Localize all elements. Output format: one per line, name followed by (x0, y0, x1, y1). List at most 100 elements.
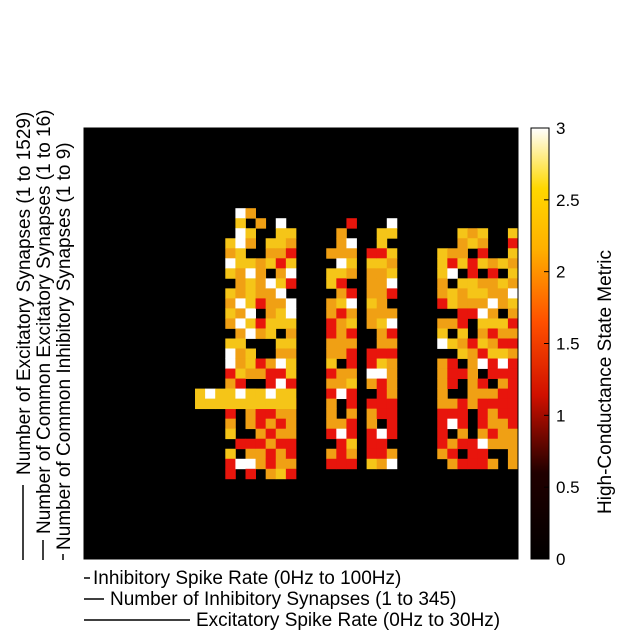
heatmap-cell (507, 308, 519, 319)
heatmap-cell (507, 418, 519, 430)
heatmap-cell (366, 348, 378, 359)
heatmap-cell (265, 428, 277, 440)
heatmap-cell (285, 428, 297, 440)
heatmap-cell (235, 228, 246, 239)
heatmap-cell (376, 378, 388, 389)
heatmap-cell (437, 448, 448, 460)
heatmap-cell (437, 258, 448, 269)
heatmap-cell (225, 318, 236, 329)
heatmap-cell (497, 318, 509, 329)
heatmap-cell (376, 368, 388, 379)
heatmap-cell (497, 298, 509, 309)
y-axis-label-3: Number of Common Inhibitory Synapses (1 … (54, 142, 75, 550)
heatmap-cell (386, 388, 398, 400)
heatmap-cell (437, 418, 448, 430)
heatmap-cell (225, 408, 236, 420)
heatmap-cell (346, 348, 357, 359)
heatmap-cell (507, 428, 519, 440)
heatmap-cell (467, 238, 479, 249)
heatmap-cell (477, 308, 489, 319)
heatmap-cell (376, 248, 388, 259)
heatmap-cell (437, 428, 448, 440)
heatmap-cell (225, 398, 236, 410)
heatmap-cell (255, 298, 267, 309)
heatmap-cell (467, 348, 479, 359)
heatmap-cell (245, 448, 256, 460)
heatmap-cell (275, 218, 287, 229)
heatmap-cell (255, 418, 267, 430)
heatmap-cell (265, 378, 277, 389)
heatmap-cell (235, 238, 246, 249)
heatmap-cell (336, 428, 347, 440)
heatmap-cell (386, 278, 398, 289)
heatmap-cell (285, 458, 297, 470)
heatmap-cell (457, 278, 468, 289)
heatmap-cell (386, 228, 398, 239)
heatmap-cell (386, 338, 398, 349)
heatmap-cell (507, 248, 519, 259)
heatmap-cell (487, 408, 499, 420)
heatmap-cell (386, 358, 398, 369)
heatmap-cell (235, 218, 246, 229)
colorbar-label: High-Conductance State Metric (595, 250, 616, 514)
heatmap-cell (507, 258, 519, 269)
heatmap-cell (346, 298, 357, 309)
heatmap-cell (457, 288, 468, 299)
heatmap-cell (386, 258, 398, 269)
heatmap-cell (457, 368, 468, 379)
heatmap-cell (457, 398, 468, 410)
heatmap-cell (346, 358, 357, 369)
heatmap-cell (477, 288, 489, 299)
heatmap-cell (265, 238, 277, 249)
heatmap-cell (497, 398, 509, 410)
heatmap-cell (386, 268, 398, 279)
heatmap-cell (245, 308, 256, 319)
heatmap-cell (275, 268, 287, 279)
heatmap-cell (366, 308, 378, 319)
heatmap-cell (497, 328, 509, 339)
heatmap-cell (285, 448, 297, 460)
heatmap-cell (255, 218, 267, 229)
heatmap-cell (467, 228, 479, 239)
heatmap-cell (376, 348, 388, 359)
heatmap-cell (477, 278, 489, 289)
heatmap-cell (457, 458, 468, 470)
heatmap-cell (336, 418, 347, 430)
x-axis-label-3: Excitatory Spike Rate (0Hz to 30Hz) (196, 610, 500, 631)
heatmap-cell (467, 398, 479, 410)
heatmap-cell (265, 298, 277, 309)
heatmap-cell (346, 378, 357, 389)
heatmap-cell (447, 318, 458, 329)
colorbar-ticks: 0 0.5 1 1.5 2 2.5 3 (544, 119, 580, 569)
heatmap-cell (457, 348, 468, 359)
heatmap-cell (255, 388, 267, 400)
heatmap-cell (245, 458, 256, 470)
heatmap-cell (336, 348, 347, 359)
heatmap-cell (447, 288, 458, 299)
y-axis-label-2: Number of Common Excitatory Synapses (1 … (34, 109, 55, 534)
heatmap-cell (487, 388, 499, 400)
heatmap-cell (366, 398, 378, 410)
heatmap-cell (346, 368, 357, 379)
heatmap-cell (467, 268, 479, 279)
heatmap-cell (477, 448, 489, 460)
heatmap-cell (265, 278, 277, 289)
heatmap-cell (225, 238, 236, 249)
colorbar-tick-label: 1 (556, 406, 565, 425)
heatmap-cell (225, 368, 236, 379)
heatmap-cell (265, 328, 277, 339)
heatmap-cell (366, 428, 378, 440)
heatmap-cell (265, 398, 277, 410)
colorbar-tick-label: 3 (556, 119, 565, 138)
heatmap-cell (497, 408, 509, 420)
heatmap-cell (235, 388, 246, 400)
heatmap-cell (497, 368, 509, 379)
heatmap-cell (457, 318, 468, 329)
heatmap-cell (487, 358, 499, 369)
colorbar-tick-label: 0.5 (556, 478, 580, 497)
heatmap-cell (507, 268, 519, 279)
heatmap-cell (346, 248, 357, 259)
heatmap-cell (447, 358, 458, 369)
heatmap-cell (346, 398, 357, 410)
heatmap-cell (275, 238, 287, 249)
